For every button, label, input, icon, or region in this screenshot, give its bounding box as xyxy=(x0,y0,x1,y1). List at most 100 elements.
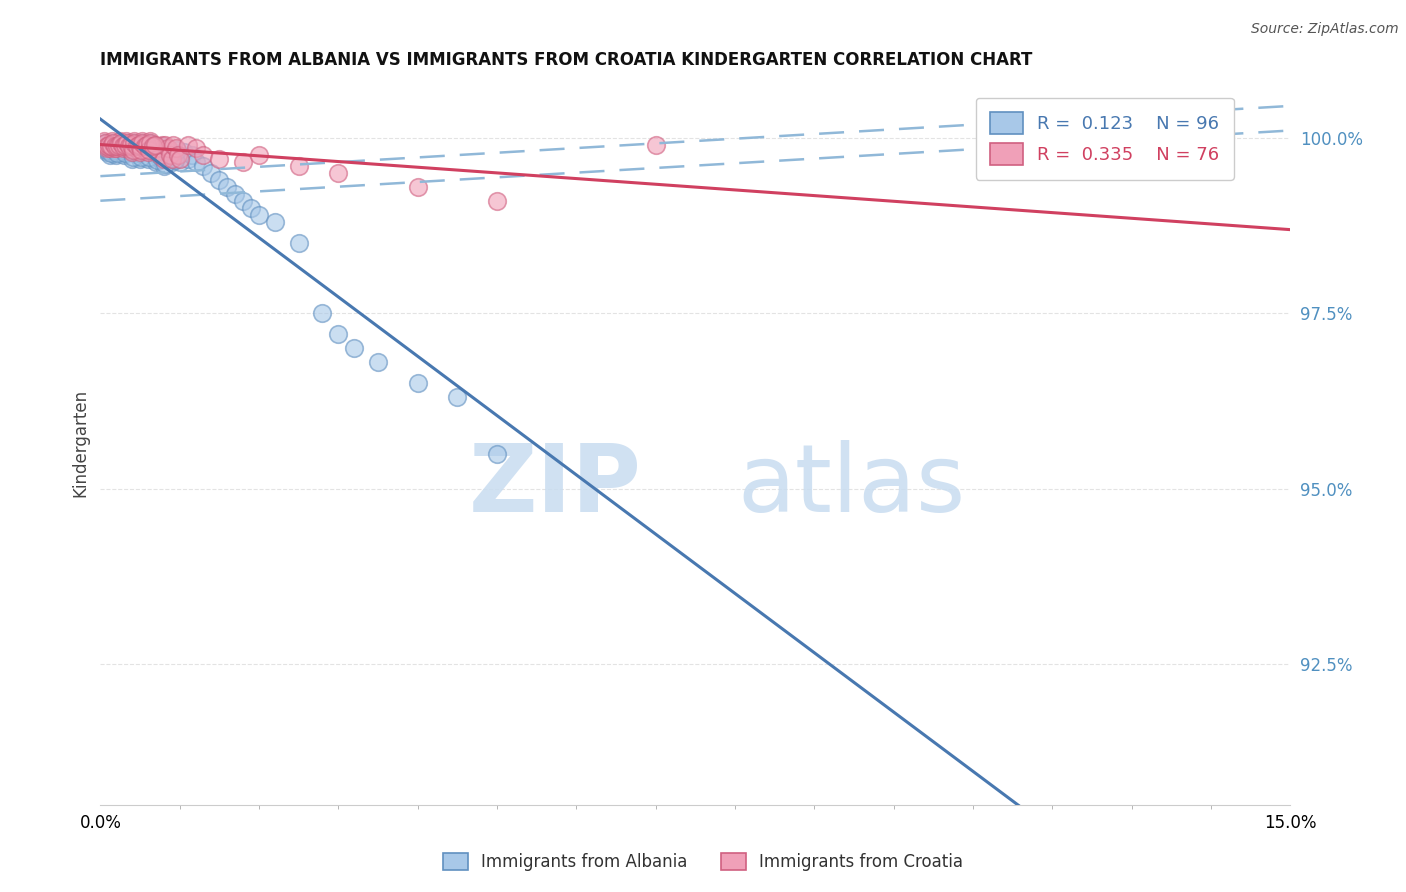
Point xyxy=(156,141,179,155)
Point xyxy=(96,141,118,155)
Point xyxy=(176,137,198,152)
Point xyxy=(176,152,198,166)
Point xyxy=(169,152,191,166)
Point xyxy=(149,148,172,162)
Point xyxy=(406,179,429,194)
Point xyxy=(135,137,157,152)
Point xyxy=(145,155,167,169)
Point xyxy=(138,143,160,157)
Point xyxy=(247,208,270,222)
Point xyxy=(110,136,132,150)
Point xyxy=(208,172,231,186)
Point xyxy=(105,148,128,162)
Point xyxy=(94,136,117,150)
Point xyxy=(108,137,131,152)
Point xyxy=(121,145,143,159)
Point xyxy=(120,137,142,152)
Point xyxy=(104,145,127,159)
Point xyxy=(97,137,120,152)
Point xyxy=(148,143,170,157)
Point xyxy=(644,137,666,152)
Point xyxy=(115,136,138,150)
Point xyxy=(143,145,166,160)
Point xyxy=(163,153,186,167)
Point xyxy=(146,145,169,159)
Point xyxy=(141,141,163,155)
Point xyxy=(367,355,389,369)
Point xyxy=(169,155,191,169)
Point xyxy=(122,150,145,164)
Point xyxy=(142,139,165,153)
Point xyxy=(110,136,132,150)
Point xyxy=(96,139,118,153)
Point xyxy=(143,137,166,152)
Point xyxy=(124,136,146,150)
Point xyxy=(162,150,184,164)
Point xyxy=(105,145,128,160)
Point xyxy=(141,145,163,159)
Point xyxy=(112,143,135,157)
Point xyxy=(98,141,121,155)
Point xyxy=(136,152,159,166)
Point xyxy=(125,145,148,159)
Point xyxy=(134,143,156,157)
Point xyxy=(101,136,124,150)
Point xyxy=(160,152,183,166)
Point xyxy=(101,137,124,152)
Point xyxy=(97,141,120,155)
Point xyxy=(120,137,142,152)
Point xyxy=(120,141,142,155)
Point xyxy=(146,141,169,155)
Point xyxy=(131,136,153,150)
Point xyxy=(287,235,309,250)
Point xyxy=(136,137,159,152)
Point xyxy=(100,139,122,153)
Point xyxy=(153,157,176,171)
Point xyxy=(156,148,179,162)
Point xyxy=(149,150,172,164)
Point xyxy=(122,137,145,152)
Point xyxy=(136,145,159,159)
Point xyxy=(150,141,173,155)
Point xyxy=(135,141,157,155)
Point xyxy=(138,134,160,148)
Point xyxy=(138,137,160,152)
Point xyxy=(128,137,150,152)
Y-axis label: Kindergarten: Kindergarten xyxy=(72,389,89,497)
Point xyxy=(193,148,215,162)
Point xyxy=(98,139,121,153)
Point xyxy=(162,137,184,152)
Point xyxy=(107,137,129,152)
Point xyxy=(114,137,136,152)
Point xyxy=(117,141,139,155)
Point xyxy=(150,137,173,152)
Point xyxy=(159,148,181,162)
Text: Source: ZipAtlas.com: Source: ZipAtlas.com xyxy=(1251,22,1399,37)
Point xyxy=(129,152,152,166)
Point xyxy=(114,137,136,152)
Point xyxy=(328,327,350,342)
Point xyxy=(224,186,246,201)
Point xyxy=(127,137,149,152)
Legend: Immigrants from Albania, Immigrants from Croatia: Immigrants from Albania, Immigrants from… xyxy=(434,845,972,880)
Point xyxy=(104,141,127,155)
Point xyxy=(114,134,136,148)
Point xyxy=(122,134,145,148)
Point xyxy=(122,143,145,157)
Point xyxy=(217,179,239,194)
Point xyxy=(138,150,160,164)
Point xyxy=(156,143,179,157)
Point xyxy=(153,152,176,166)
Point xyxy=(263,215,285,229)
Point xyxy=(180,148,202,162)
Point xyxy=(143,148,166,162)
Point xyxy=(162,145,184,159)
Point xyxy=(114,145,136,160)
Point xyxy=(100,145,122,160)
Legend: R =  0.123    N = 96, R =  0.335    N = 76: R = 0.123 N = 96, R = 0.335 N = 76 xyxy=(976,97,1233,179)
Point xyxy=(124,136,146,150)
Point xyxy=(406,376,429,391)
Point xyxy=(143,137,166,152)
Point xyxy=(200,166,222,180)
Point xyxy=(111,145,134,159)
